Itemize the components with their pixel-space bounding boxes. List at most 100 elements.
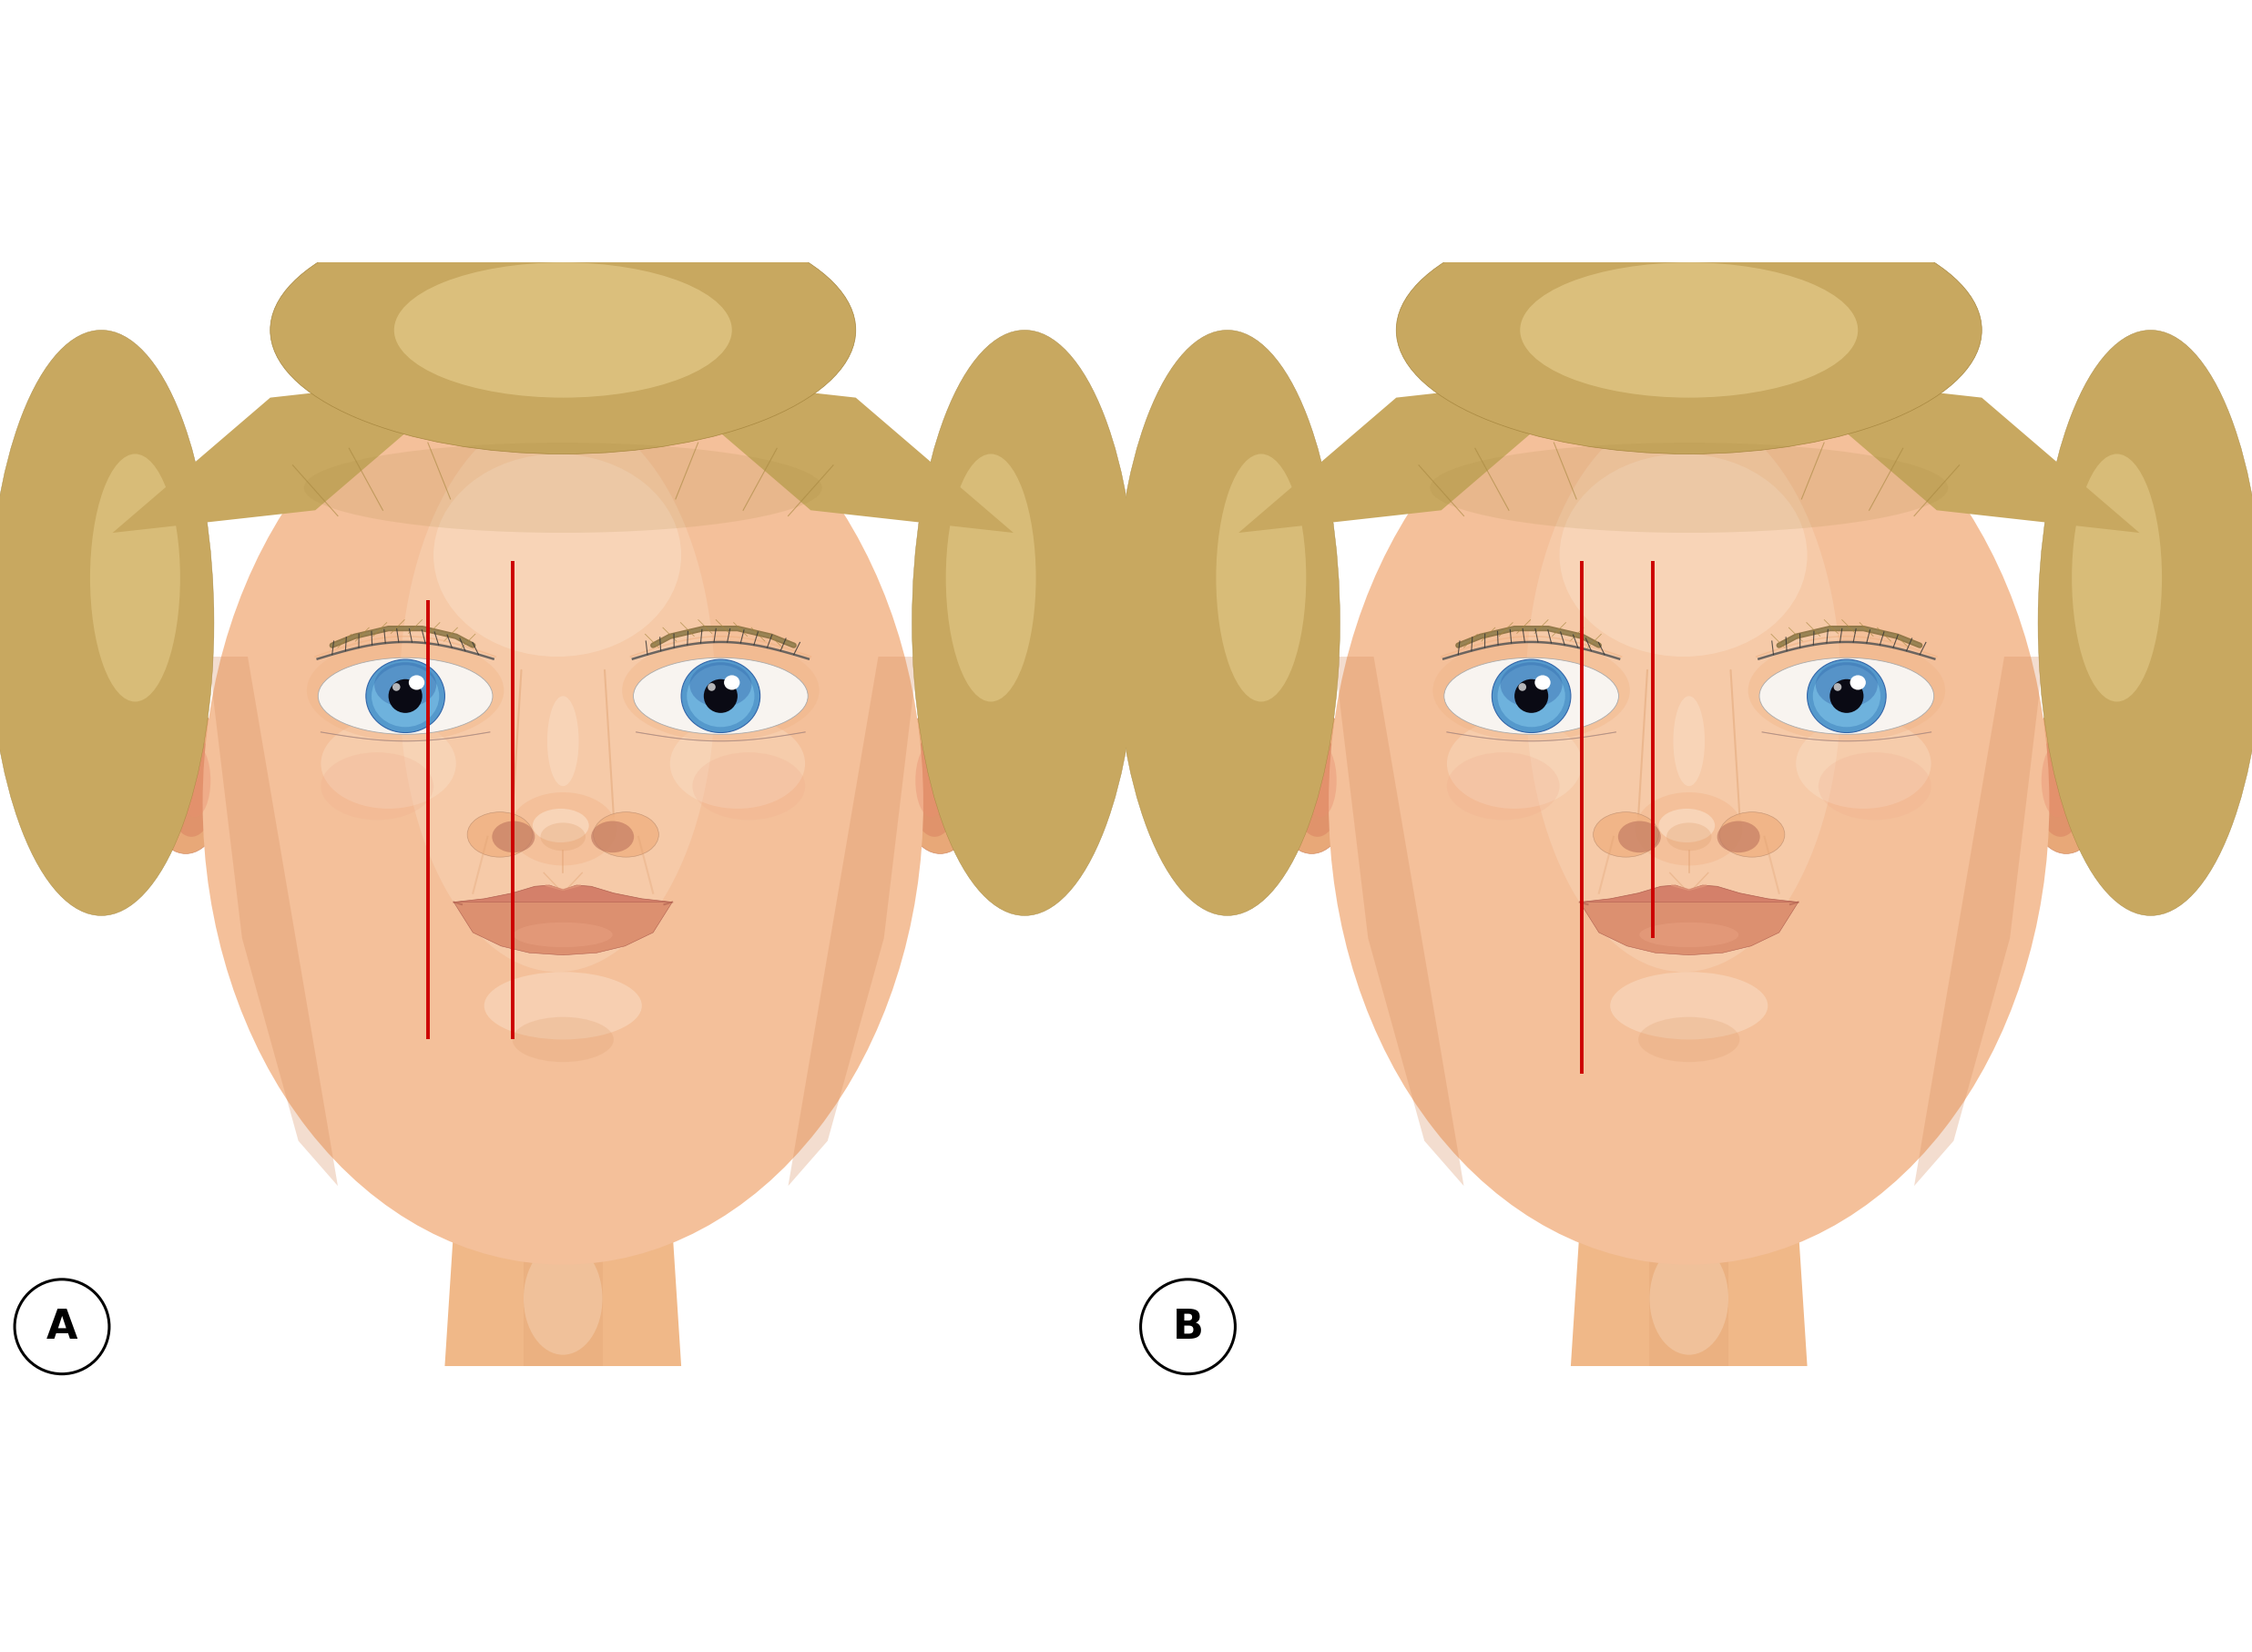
Polygon shape: [453, 902, 671, 955]
Ellipse shape: [1813, 666, 1880, 727]
Ellipse shape: [689, 662, 752, 707]
Circle shape: [1140, 1280, 1234, 1374]
Ellipse shape: [633, 657, 808, 735]
Ellipse shape: [2072, 454, 2162, 702]
Ellipse shape: [365, 661, 446, 733]
Ellipse shape: [466, 813, 531, 857]
Ellipse shape: [1820, 753, 1930, 821]
Ellipse shape: [203, 342, 923, 1265]
Ellipse shape: [914, 745, 946, 818]
Polygon shape: [1333, 657, 1464, 1186]
Ellipse shape: [1329, 342, 2049, 1265]
Polygon shape: [522, 1191, 604, 1366]
Ellipse shape: [1444, 657, 1619, 735]
Ellipse shape: [320, 719, 455, 809]
Ellipse shape: [408, 676, 423, 691]
Ellipse shape: [1518, 684, 1527, 692]
Ellipse shape: [513, 923, 613, 948]
Polygon shape: [453, 885, 671, 919]
Ellipse shape: [1430, 443, 1948, 534]
Ellipse shape: [1446, 753, 1558, 821]
Ellipse shape: [1721, 813, 1784, 857]
Ellipse shape: [1216, 454, 1306, 702]
Polygon shape: [207, 657, 338, 1186]
Ellipse shape: [2025, 707, 2108, 854]
Ellipse shape: [703, 679, 739, 714]
Ellipse shape: [1617, 821, 1662, 852]
Ellipse shape: [0, 330, 214, 917]
Ellipse shape: [1610, 973, 1768, 1039]
Ellipse shape: [491, 821, 536, 852]
Ellipse shape: [622, 641, 820, 742]
Polygon shape: [1239, 375, 1599, 534]
Ellipse shape: [592, 813, 660, 857]
Ellipse shape: [1396, 206, 1982, 454]
Ellipse shape: [1432, 641, 1630, 742]
Ellipse shape: [680, 661, 761, 733]
Ellipse shape: [590, 821, 635, 852]
Ellipse shape: [1558, 454, 1806, 657]
Ellipse shape: [669, 719, 806, 809]
Ellipse shape: [946, 454, 1036, 702]
Ellipse shape: [270, 206, 856, 454]
Ellipse shape: [1759, 657, 1934, 735]
Ellipse shape: [90, 454, 180, 702]
Ellipse shape: [387, 679, 423, 714]
Ellipse shape: [1795, 719, 1930, 809]
Ellipse shape: [1270, 707, 1353, 854]
Polygon shape: [1648, 1191, 1730, 1366]
Ellipse shape: [1815, 662, 1878, 707]
Ellipse shape: [1829, 679, 1865, 714]
Text: A: A: [47, 1307, 77, 1346]
Text: B: B: [1173, 1307, 1203, 1346]
Ellipse shape: [1500, 662, 1563, 707]
Polygon shape: [1581, 902, 1797, 955]
Ellipse shape: [144, 707, 227, 854]
Ellipse shape: [394, 263, 732, 398]
Ellipse shape: [899, 707, 982, 854]
Ellipse shape: [304, 443, 822, 534]
Ellipse shape: [1849, 676, 1865, 691]
Ellipse shape: [167, 735, 216, 838]
Ellipse shape: [1513, 679, 1547, 714]
Polygon shape: [1572, 1191, 1806, 1366]
Polygon shape: [113, 375, 473, 534]
Ellipse shape: [2038, 330, 2252, 917]
Ellipse shape: [1806, 661, 1887, 733]
Ellipse shape: [372, 666, 439, 727]
Ellipse shape: [374, 662, 437, 707]
Ellipse shape: [1716, 821, 1761, 852]
Ellipse shape: [1293, 735, 1342, 838]
Ellipse shape: [322, 753, 432, 821]
Ellipse shape: [1673, 697, 1705, 786]
Ellipse shape: [522, 1242, 604, 1355]
Ellipse shape: [531, 809, 590, 843]
Ellipse shape: [910, 735, 959, 838]
Ellipse shape: [432, 454, 680, 657]
Ellipse shape: [1648, 1242, 1730, 1355]
Ellipse shape: [484, 973, 642, 1039]
Ellipse shape: [509, 793, 617, 866]
Ellipse shape: [1635, 793, 1743, 866]
Ellipse shape: [1520, 263, 1858, 398]
Ellipse shape: [318, 657, 493, 735]
Ellipse shape: [912, 330, 1137, 917]
Ellipse shape: [1657, 809, 1716, 843]
Ellipse shape: [540, 823, 586, 851]
Ellipse shape: [1306, 745, 1338, 818]
Polygon shape: [788, 657, 919, 1186]
Polygon shape: [1581, 885, 1797, 919]
Ellipse shape: [547, 697, 579, 786]
Ellipse shape: [694, 753, 806, 821]
Ellipse shape: [511, 1018, 613, 1062]
Ellipse shape: [392, 684, 401, 692]
Ellipse shape: [1536, 676, 1549, 691]
Ellipse shape: [1639, 1018, 1739, 1062]
Ellipse shape: [1748, 641, 1946, 742]
Ellipse shape: [2040, 745, 2074, 818]
Ellipse shape: [1446, 719, 1581, 809]
Ellipse shape: [1833, 684, 1842, 692]
Polygon shape: [1914, 657, 2045, 1186]
Ellipse shape: [1498, 666, 1565, 727]
Polygon shape: [1779, 375, 2139, 534]
